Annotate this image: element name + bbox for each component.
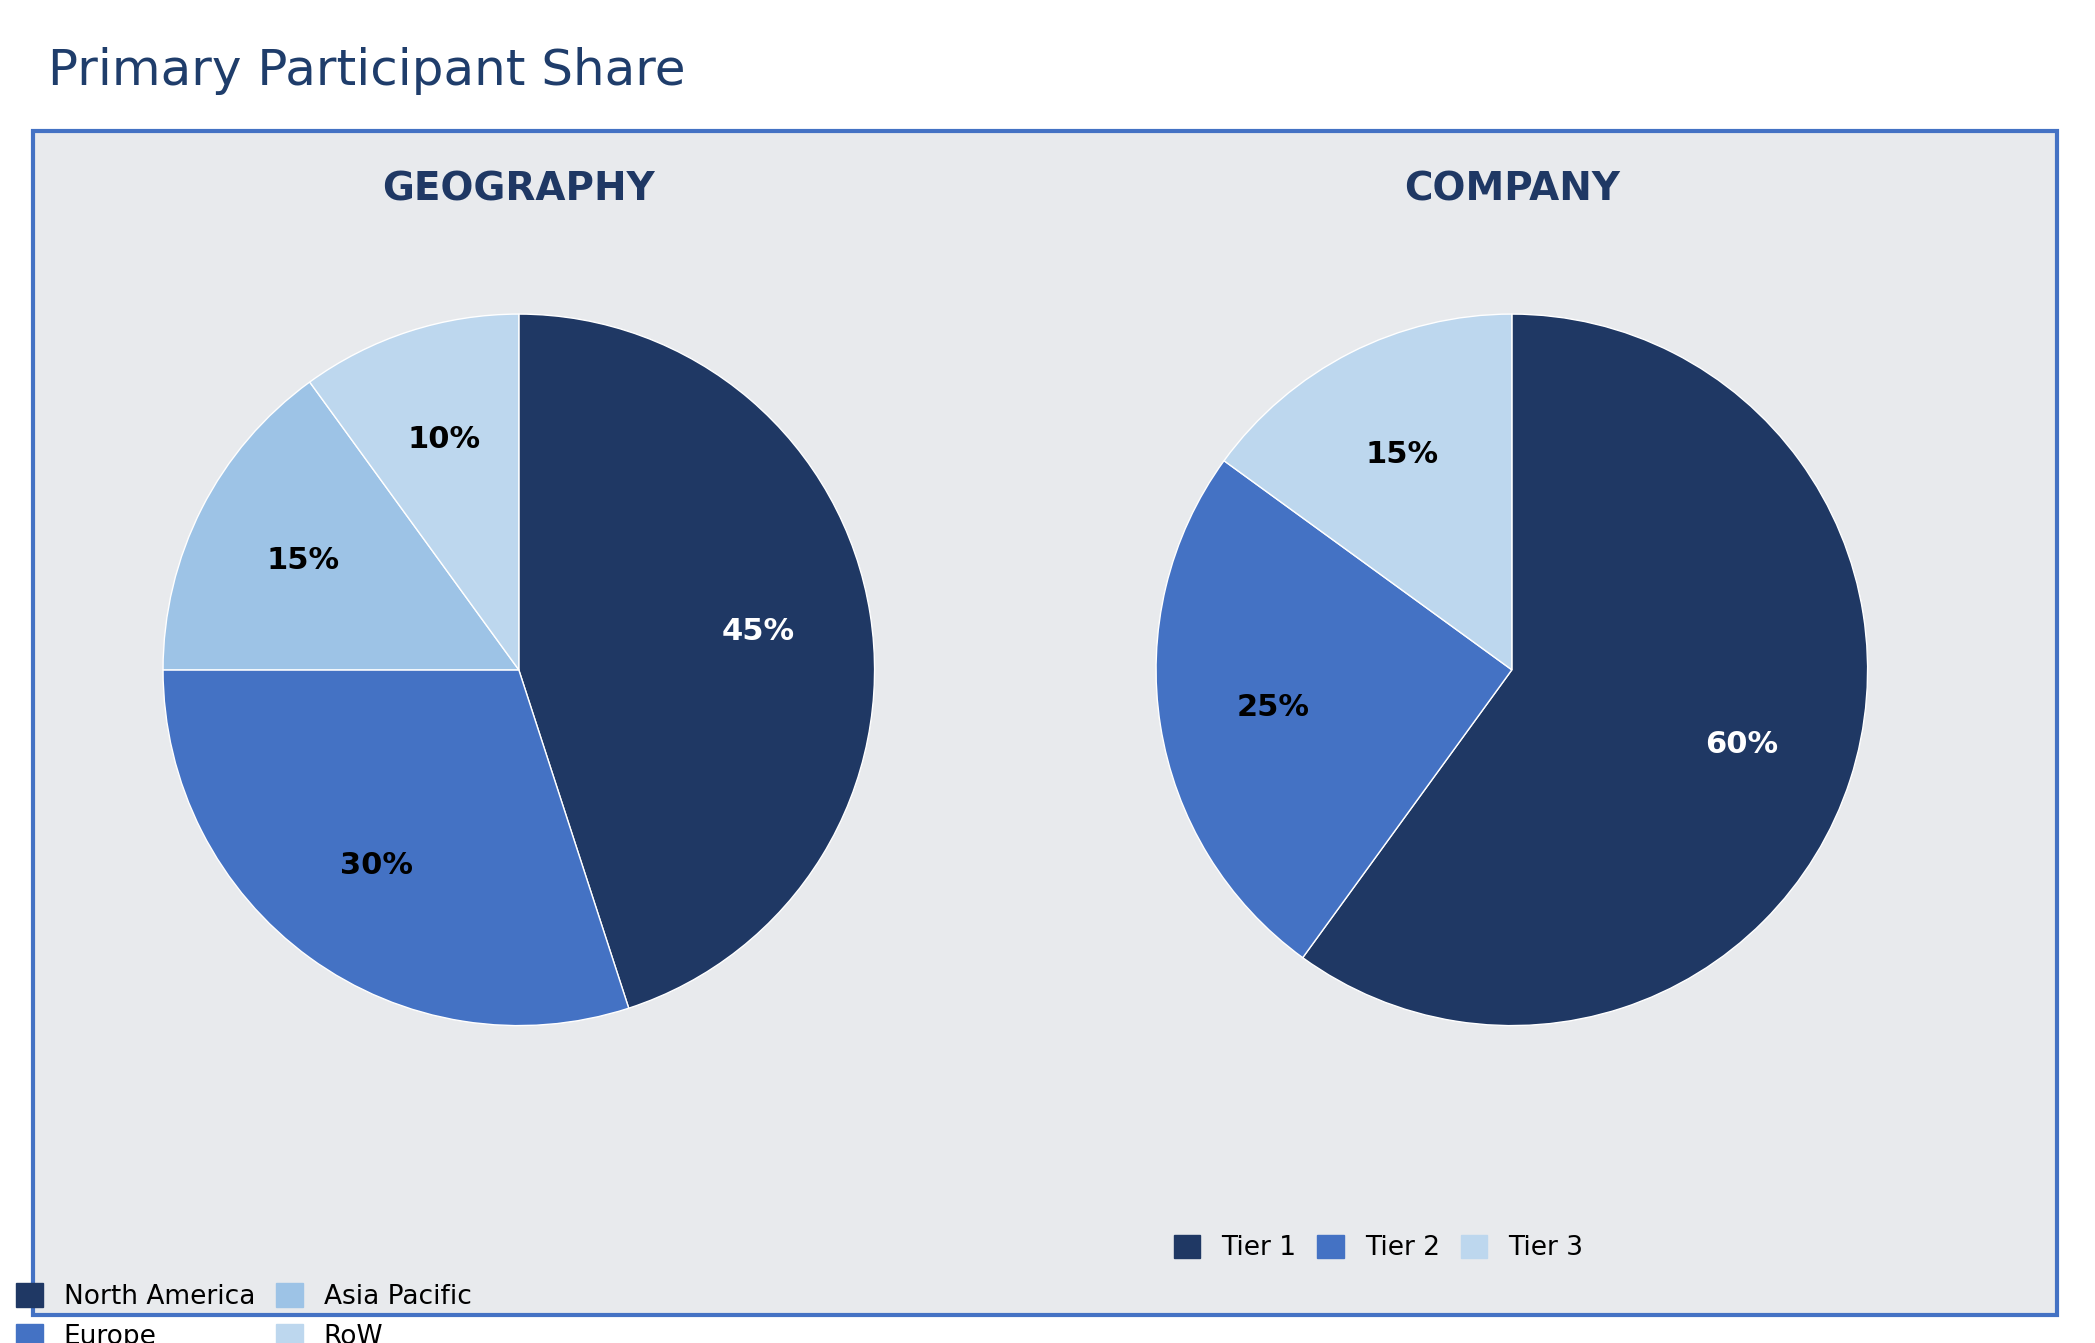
- Wedge shape: [1303, 314, 1867, 1026]
- Wedge shape: [1156, 461, 1513, 958]
- Legend: North America, Europe, Asia Pacific, RoW: North America, Europe, Asia Pacific, RoW: [17, 1284, 471, 1343]
- Wedge shape: [310, 314, 520, 670]
- Text: 15%: 15%: [1366, 439, 1439, 469]
- Text: 60%: 60%: [1705, 731, 1779, 759]
- Text: 25%: 25%: [1236, 693, 1309, 723]
- Text: 30%: 30%: [339, 851, 413, 880]
- Text: 45%: 45%: [721, 618, 794, 646]
- Title: GEOGRAPHY: GEOGRAPHY: [383, 171, 656, 208]
- Wedge shape: [520, 314, 874, 1009]
- Text: Primary Participant Share: Primary Participant Share: [48, 47, 685, 95]
- Wedge shape: [163, 670, 628, 1026]
- Wedge shape: [1223, 314, 1513, 670]
- Legend: Tier 1, Tier 2, Tier 3: Tier 1, Tier 2, Tier 3: [1173, 1234, 1584, 1261]
- Text: 10%: 10%: [409, 426, 480, 454]
- Wedge shape: [163, 381, 520, 670]
- Title: COMPANY: COMPANY: [1404, 171, 1619, 208]
- Text: 15%: 15%: [266, 545, 339, 575]
